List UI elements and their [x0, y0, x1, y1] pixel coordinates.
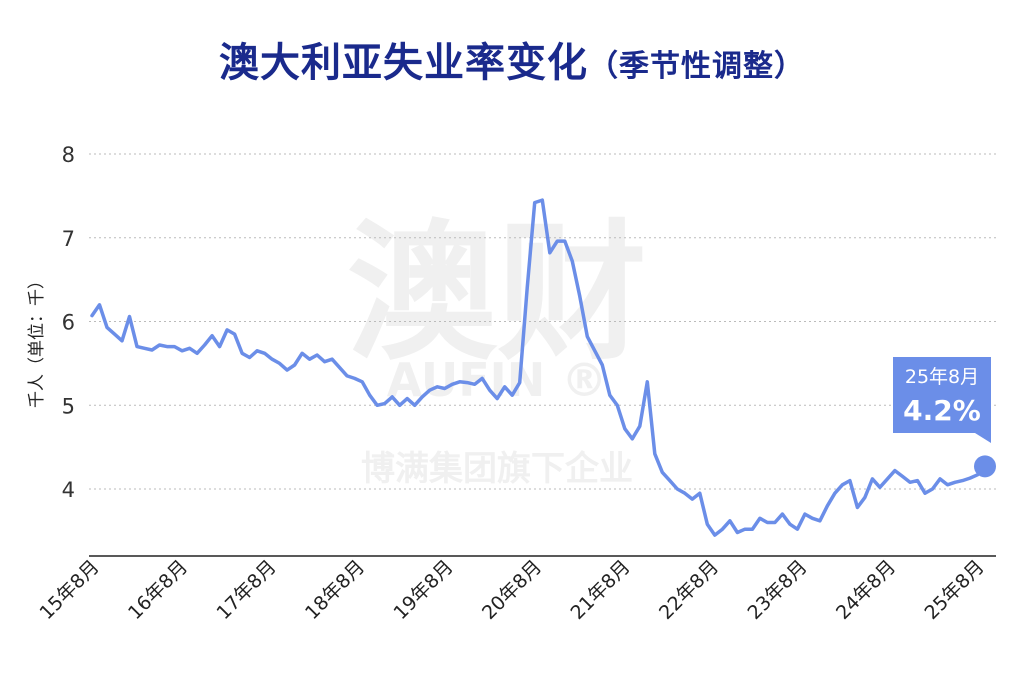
- x-tick-label: 25年8月: [920, 556, 988, 624]
- callout-date: 25年8月: [905, 366, 979, 388]
- callout-pointer: [975, 433, 991, 443]
- chart-subtitle: （季节性调整）: [588, 49, 805, 84]
- x-tick-label: 15年8月: [35, 556, 103, 624]
- grid-layer: [89, 153, 996, 490]
- x-tick-label: 24年8月: [832, 556, 900, 624]
- x-tick-labels: 15年8月 16年8月 17年8月 18年8月 19年8月 20年8月 21年8月 22年8月…: [35, 556, 988, 624]
- x-tick-label: 19年8月: [389, 556, 457, 624]
- chart-title-block: 澳大利亚失业率变化（季节性调整）: [0, 30, 1024, 88]
- callout-value: 4.2%: [903, 394, 981, 427]
- series-line: [90, 198, 987, 537]
- y-tick-label: 6: [62, 311, 75, 335]
- watermark-group: 博满集团旗下企业: [361, 449, 633, 489]
- callout: 25年8月 4.2%: [893, 357, 991, 443]
- series-layer: [90, 198, 996, 537]
- x-tick-label: 21年8月: [566, 556, 634, 624]
- x-tick-label: 22年8月: [655, 556, 723, 624]
- x-tick-label: 18年8月: [301, 556, 369, 624]
- x-tick-label: 20年8月: [478, 556, 546, 624]
- y-tick-label: 5: [62, 394, 75, 418]
- x-tick-label: 17年8月: [212, 556, 280, 624]
- y-tick-label: 4: [62, 478, 75, 502]
- callout-box: [893, 357, 991, 433]
- chart-title: 澳大利亚失业率变化: [219, 40, 588, 86]
- y-tick-labels: 4 5 6 7 8: [62, 143, 75, 502]
- x-tick-label: 16年8月: [124, 556, 192, 624]
- y-axis-label: 千人（单位：千）: [27, 272, 47, 408]
- y-tick-label: 7: [62, 227, 75, 251]
- y-tick-label: 8: [62, 143, 75, 167]
- watermark: 澳财 AUFIN ® 博满集团旗下企业: [347, 207, 647, 489]
- x-tick-label: 23年8月: [743, 556, 811, 624]
- end-point-marker: [974, 455, 996, 478]
